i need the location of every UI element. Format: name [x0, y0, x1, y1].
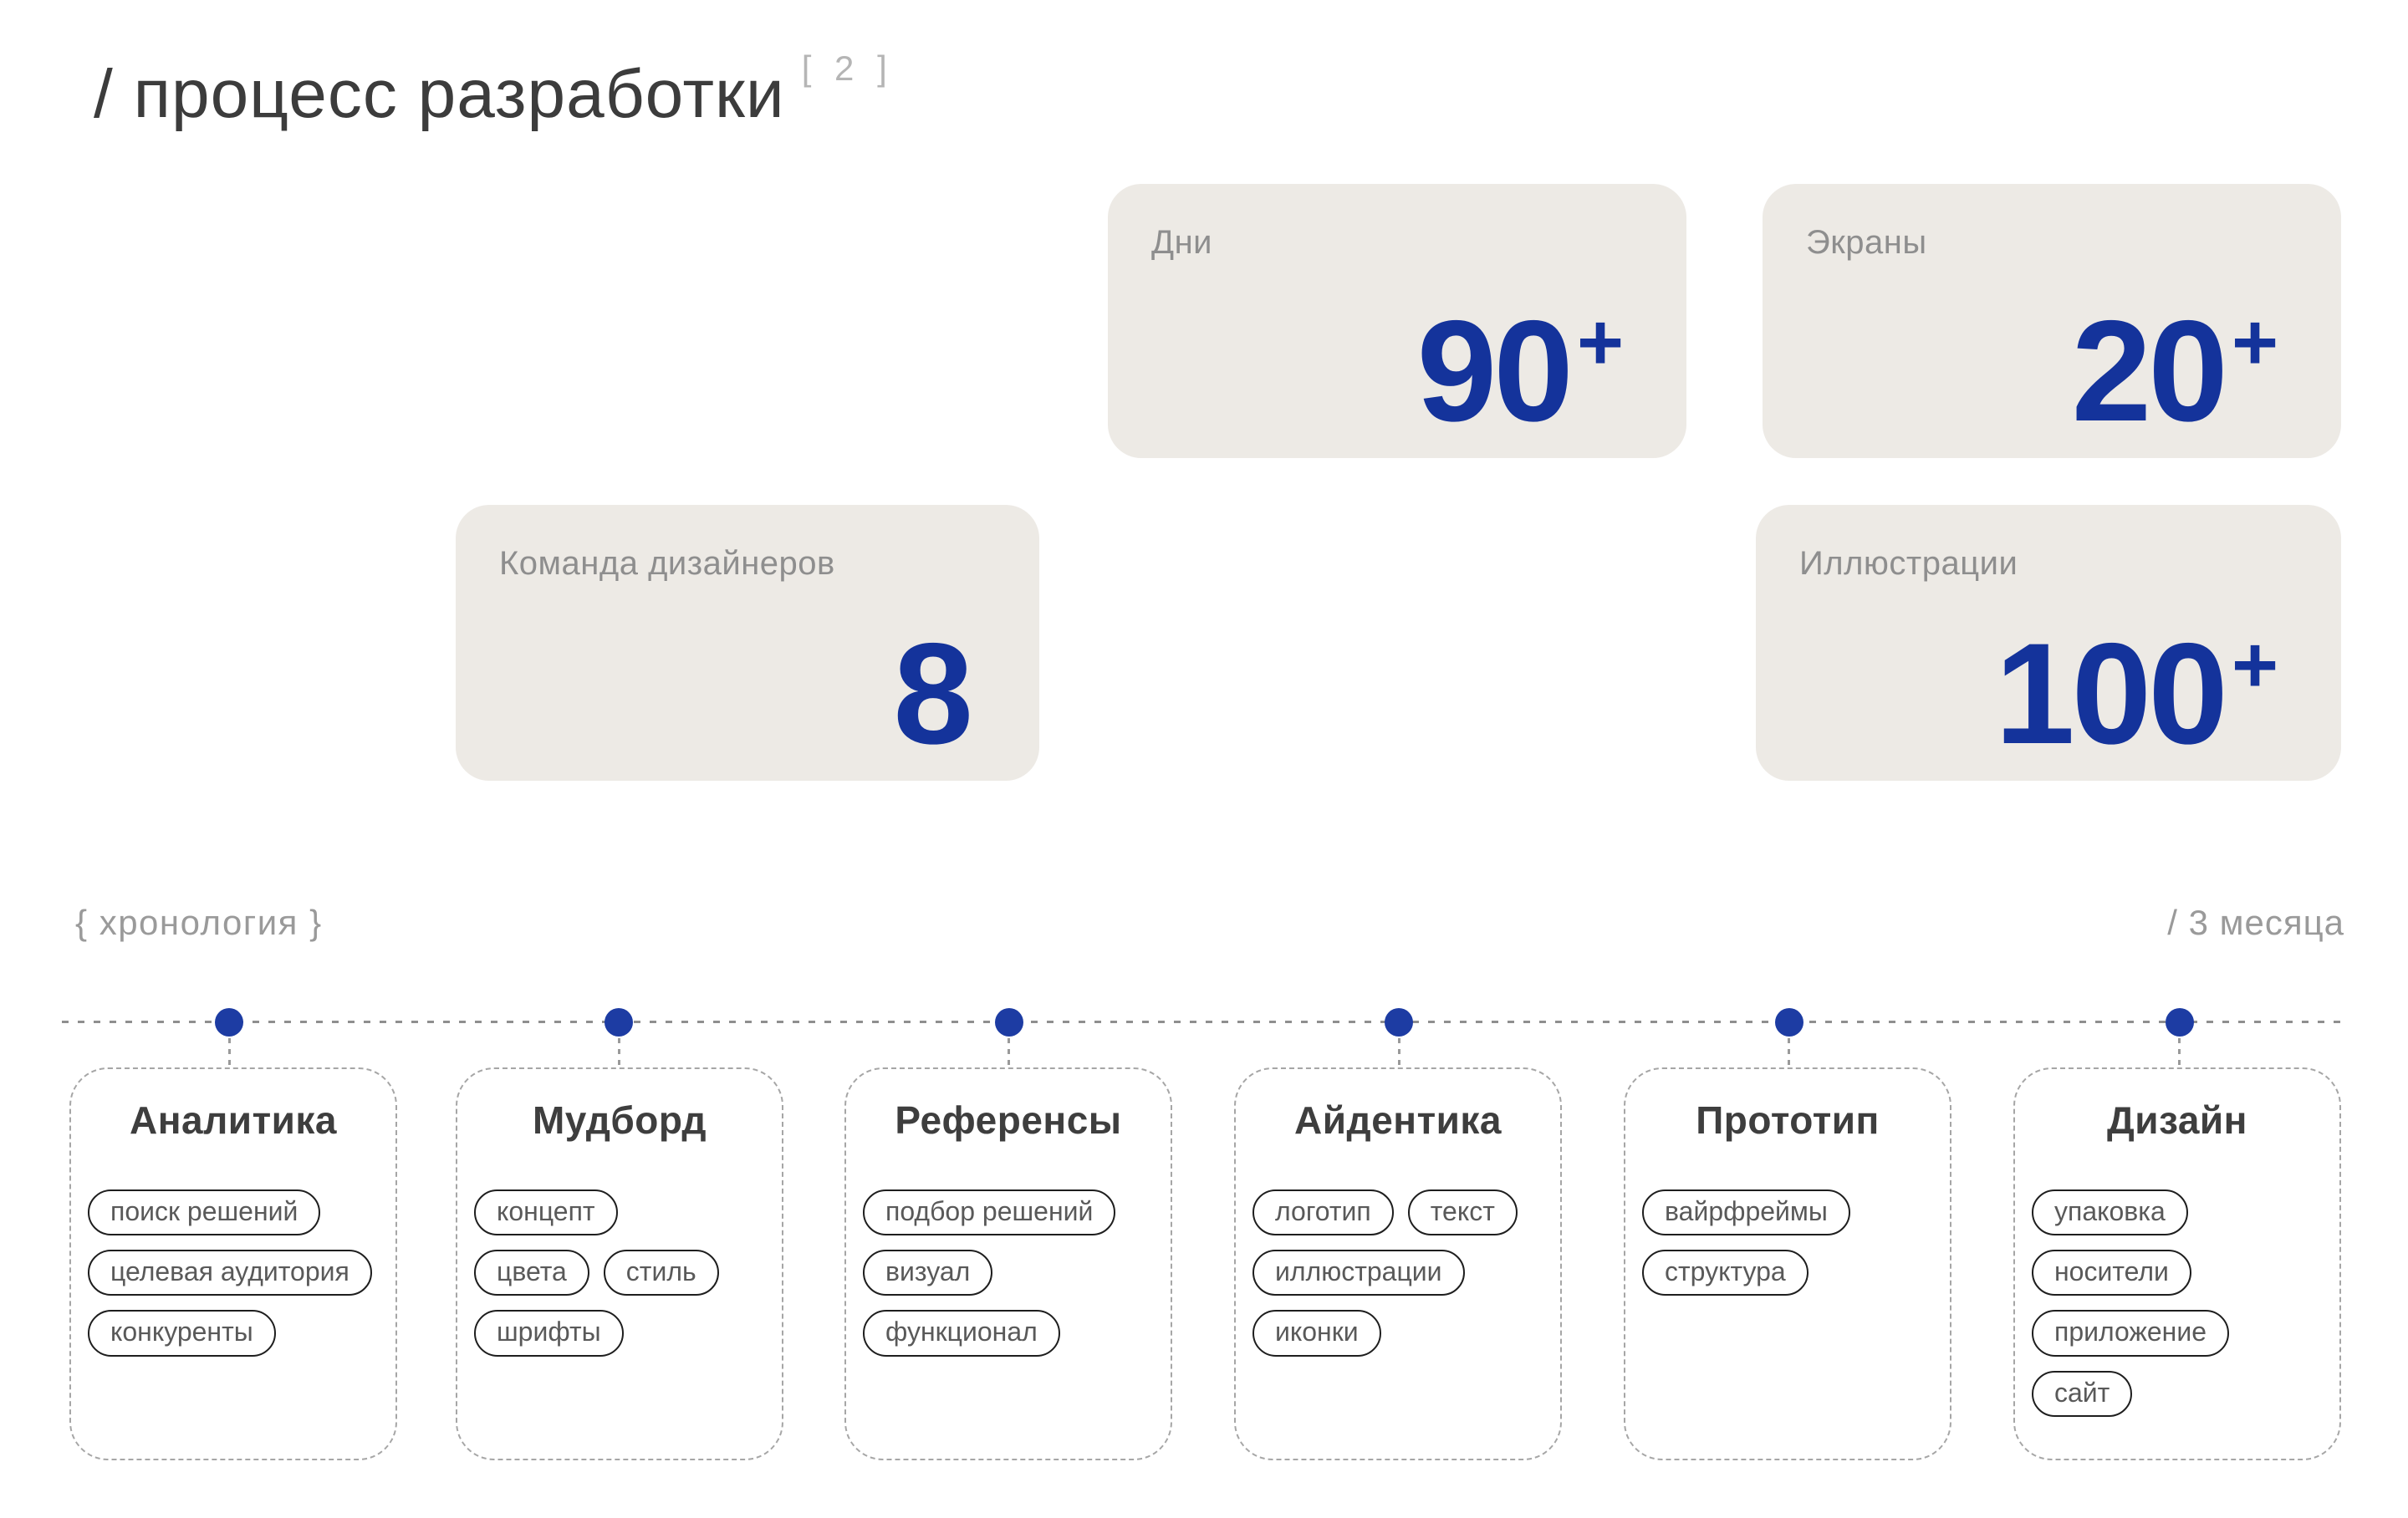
stage-card-references: Референсы подбор решений визуал функцион… — [844, 1067, 1172, 1460]
stage-card-moodboard: Мудборд концепт цвета стиль шрифты — [456, 1067, 783, 1460]
stage-title: Дизайн — [2107, 1098, 2247, 1142]
stat-number: 90 — [1416, 291, 1574, 451]
timeline-connector — [1788, 1038, 1790, 1068]
plus-sign: + — [2231, 297, 2278, 387]
stat-card-illustrations: Иллюстрации 100+ — [1756, 505, 2341, 781]
stat-card-screens: Экраны 20+ — [1763, 184, 2341, 458]
tag: сайт — [2032, 1370, 2133, 1417]
tag: функционал — [863, 1310, 1060, 1357]
timeline-connector — [618, 1038, 620, 1068]
stat-label: Команда дизайнеров — [499, 545, 835, 582]
tag: подбор решений — [863, 1189, 1116, 1236]
tag: текст — [1407, 1189, 1518, 1236]
tag: логотип — [1252, 1189, 1394, 1236]
stat-number: 8 — [893, 614, 973, 774]
tag: целевая аудитория — [88, 1250, 372, 1296]
page-title: / процесс разработки [ 2 ] — [94, 48, 894, 134]
stage-card-identity: Айдентика логотип текст иллюстрации икон… — [1234, 1067, 1562, 1460]
timeline-connector — [228, 1038, 231, 1068]
stage-tags: подбор решений визуал функционал — [863, 1189, 1171, 1357]
page-title-text: / процесс разработки — [94, 56, 785, 132]
stage-tags: упаковка носители приложение сайт — [2032, 1189, 2339, 1417]
stage-card-design: Дизайн упаковка носители приложение сайт — [2013, 1067, 2341, 1460]
tag: иллюстрации — [1252, 1250, 1465, 1296]
stage-title: Прототип — [1696, 1098, 1880, 1142]
stat-value: 20+ — [2072, 299, 2278, 443]
tag: структура — [1642, 1250, 1809, 1296]
timeline-dotted-axis — [62, 1021, 2346, 1023]
stage-tags: концепт цвета стиль шрифты — [474, 1189, 782, 1357]
tag: визуал — [863, 1250, 993, 1296]
timeline-connector — [2178, 1038, 2181, 1068]
stage-card-analytics: Аналитика поиск решений целевая аудитори… — [69, 1067, 397, 1460]
stat-value: 100+ — [1995, 622, 2278, 766]
stat-label: Иллюстрации — [1799, 545, 2018, 582]
timeline-connector — [1008, 1038, 1010, 1068]
timeline-node-dot — [605, 1008, 633, 1037]
stat-number: 20 — [2071, 291, 2228, 451]
timeline-duration-label: / 3 месяца — [2167, 903, 2344, 942]
page-number-badge: [ 2 ] — [801, 48, 894, 88]
stage-tags: логотип текст иллюстрации иконки — [1252, 1189, 1560, 1357]
tag: носители — [2032, 1250, 2191, 1296]
tag: упаковка — [2032, 1189, 2188, 1236]
stat-label: Дни — [1151, 224, 1213, 261]
stat-card-team: Команда дизайнеров 8 — [456, 505, 1039, 781]
stage-title: Референсы — [895, 1098, 1122, 1142]
stat-number: 100 — [1994, 614, 2228, 774]
timeline-node-dot — [215, 1008, 243, 1037]
stat-value: 8 — [893, 622, 977, 766]
timeline-connector — [1398, 1038, 1400, 1068]
tag: вайрфреймы — [1642, 1189, 1850, 1236]
stage-card-prototype: Прототип вайрфреймы структура — [1624, 1067, 1951, 1460]
tag: стиль — [603, 1250, 719, 1296]
plus-sign: + — [1576, 297, 1624, 387]
tag: поиск решений — [88, 1189, 321, 1236]
tag: цвета — [474, 1250, 589, 1296]
stage-title: Мудборд — [532, 1098, 707, 1142]
timeline-node-dot — [995, 1008, 1023, 1037]
stage-title: Айдентика — [1294, 1098, 1502, 1142]
stage-title: Аналитика — [130, 1098, 337, 1142]
timeline-node-dot — [1775, 1008, 1803, 1037]
stat-label: Экраны — [1806, 224, 1927, 261]
timeline-node-dot — [1385, 1008, 1413, 1037]
stage-tags: поиск решений целевая аудитория конкурен… — [88, 1189, 395, 1357]
stat-card-days: Дни 90+ — [1108, 184, 1686, 458]
tag: иконки — [1252, 1310, 1381, 1357]
timeline-node-dot — [2166, 1008, 2194, 1037]
tag: приложение — [2032, 1310, 2230, 1357]
stage-tags: вайрфреймы структура — [1642, 1189, 1950, 1296]
timeline-section-label: { хронология } — [75, 903, 323, 942]
tag: конкуренты — [88, 1310, 276, 1357]
tag: концепт — [474, 1189, 618, 1236]
stat-value: 90+ — [1417, 299, 1624, 443]
tag: шрифты — [474, 1310, 624, 1357]
plus-sign: + — [2231, 619, 2278, 710]
